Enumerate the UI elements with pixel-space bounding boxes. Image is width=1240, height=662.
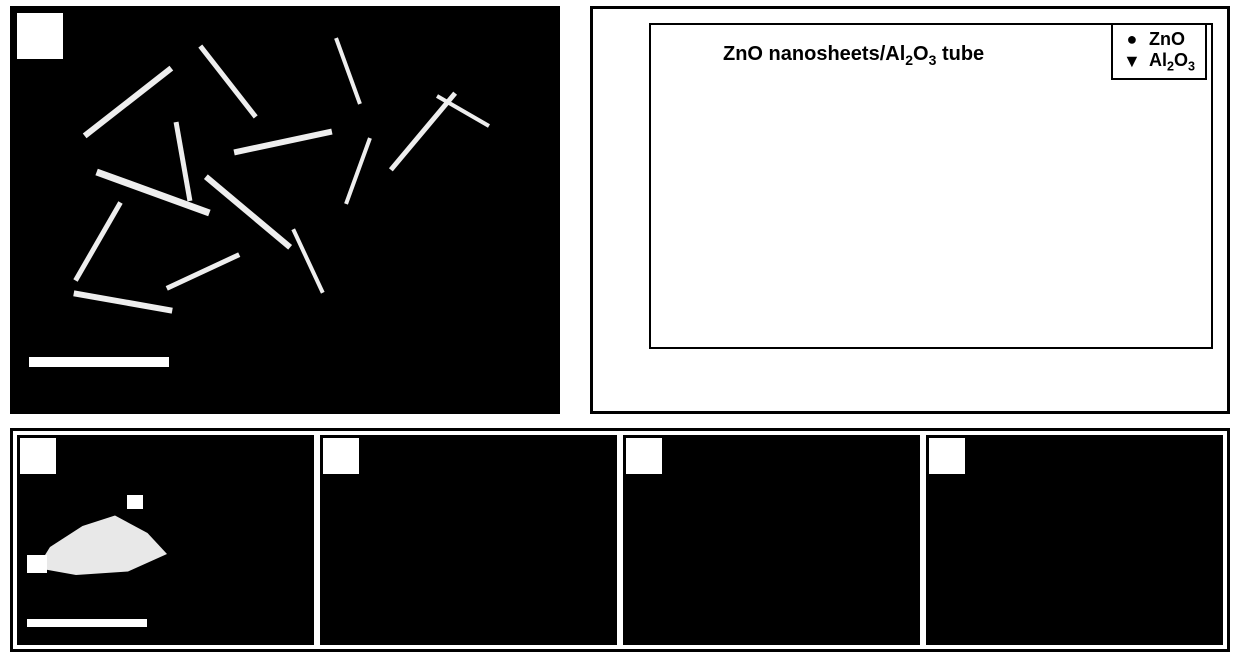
panel-c-tem-image <box>17 435 314 645</box>
bottom-panel-row <box>10 428 1230 652</box>
legend-item-al2o3: ▼ Al2O3 <box>1123 50 1195 74</box>
panel-a-scale-bar <box>29 357 169 367</box>
panel-e-eds-map <box>623 435 920 645</box>
tem-particle <box>127 495 143 509</box>
panel-b-xrd-chart: ZnO nanosheets/Al2O3 tube ● ZnO ▼ Al2O3 <box>590 6 1230 414</box>
panel-e-label <box>626 438 662 474</box>
sem-nanosheets-graphic <box>13 9 557 411</box>
panel-c-scale-bar <box>27 619 147 627</box>
tem-particle <box>27 555 47 573</box>
panel-d-label <box>323 438 359 474</box>
panel-d-eds-map <box>320 435 617 645</box>
legend-label-al2o3: Al2O3 <box>1149 50 1195 74</box>
circle-marker-icon: ● <box>1123 29 1141 50</box>
legend-label-zno: ZnO <box>1149 29 1185 50</box>
legend-item-zno: ● ZnO <box>1123 29 1195 50</box>
panel-f-label <box>929 438 965 474</box>
panel-a-sem-image <box>10 6 560 414</box>
triangle-marker-icon: ▼ <box>1123 51 1141 72</box>
panel-a-label <box>17 13 63 59</box>
tem-feature <box>37 505 167 575</box>
panel-c-label <box>20 438 56 474</box>
chart-title: ZnO nanosheets/Al2O3 tube <box>723 43 984 68</box>
chart-legend: ● ZnO ▼ Al2O3 <box>1111 23 1207 80</box>
panel-f-eds-map <box>926 435 1223 645</box>
